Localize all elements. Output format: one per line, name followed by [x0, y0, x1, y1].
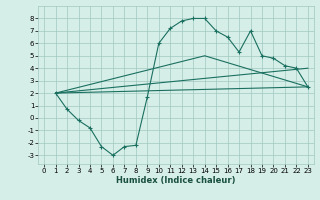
X-axis label: Humidex (Indice chaleur): Humidex (Indice chaleur) — [116, 176, 236, 185]
